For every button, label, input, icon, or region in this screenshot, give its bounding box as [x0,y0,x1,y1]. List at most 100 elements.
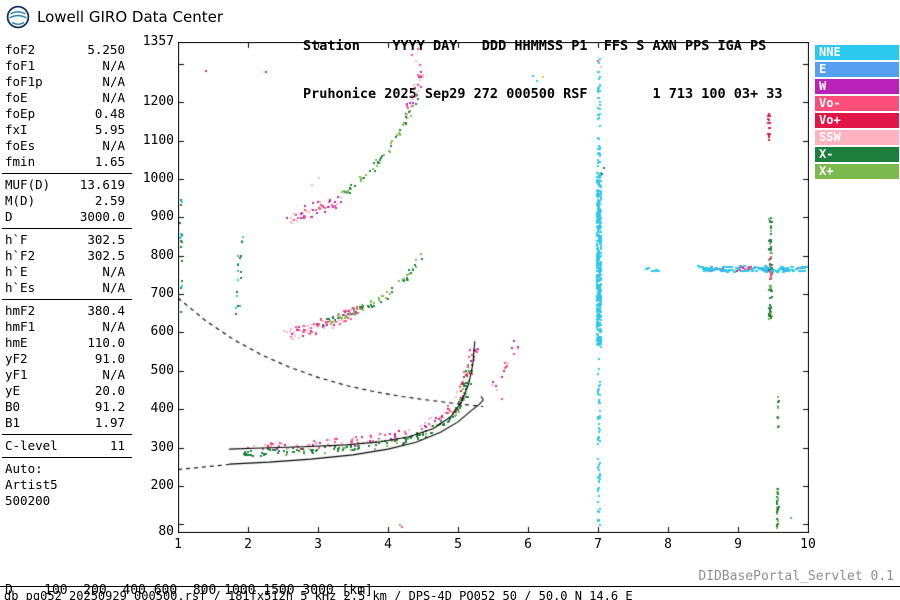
legend-item-vo: Vo- [815,96,899,111]
param-row-hmf2: hmF2 380.4 [2,303,132,319]
param-row-foep: foEp 0.48 [2,106,132,122]
param-value: 91.0 [94,351,125,366]
param-row-d: D 3000.0 [2,209,132,225]
param-value: 91.2 [94,399,125,414]
param-label: Auto: [5,461,43,476]
y-axis-tick-label: 1357 [142,34,174,49]
x-axis-tick-label: 6 [524,537,532,552]
x-axis-tick-label: 1 [174,537,182,552]
param-row-fmin: fmin 1.65 [2,154,132,170]
ionogram-plot-area [178,42,809,533]
param-row-fof1p: foF1p N/A [2,74,132,90]
param-row-fxi: fxI 5.95 [2,122,132,138]
y-axis-tick-label: 300 [150,439,174,455]
param-value: N/A [102,264,125,279]
x-axis-tick-label: 10 [800,537,816,552]
param-row-500200: 500200 [2,493,132,509]
legend-item-e: E [815,62,899,77]
param-value: N/A [102,90,125,105]
param-row-auto: Auto: [2,461,132,477]
param-value: N/A [102,74,125,89]
y-axis-tick-label: 700 [150,286,174,302]
param-row-hf2: h`F2 302.5 [2,248,132,264]
x-axis-tick-label: 8 [664,537,672,552]
param-value: 2.59 [94,193,125,208]
param-row-hme: hmE 110.0 [2,335,132,351]
param-value: 11 [109,438,125,453]
y-axis-tick-label: 1200 [142,94,174,110]
param-label: D [5,209,13,224]
param-value: N/A [102,319,125,334]
param-row-md: M(D) 2.59 [2,193,132,209]
param-label: B1 [5,415,21,430]
legend-item-vo: Vo+ [815,113,899,128]
param-label: hmF1 [5,319,36,334]
param-value: 302.5 [87,248,125,263]
x-axis-tick-label: 9 [734,537,742,552]
param-label: h`F2 [5,248,36,263]
param-row-he: h`E N/A [2,264,132,280]
param-row-clevel: C-level 11 [2,438,132,454]
giro-logo-icon [6,5,30,29]
param-separator [2,228,132,229]
param-value: 1.97 [94,415,125,430]
param-row-b0: B0 91.2 [2,399,132,415]
param-label: hmF2 [5,303,36,318]
muf-distance-table: D 100 200 400 600 800 1000 1500 3000 [km… [5,556,381,600]
footer-divider [0,586,900,587]
x-axis-tick-label: 2 [244,537,252,552]
x-axis-tick-label: 7 [594,537,602,552]
param-value: N/A [102,138,125,153]
param-label: C-level [5,438,58,453]
scaled-parameters-panel: foF2 5.250 foF1 N/A foF1p N/A foE N/A foEp 0.48 fx… [2,42,132,509]
brand-header: Lowell GIRO Data Center [6,5,223,29]
legend-item-x: X+ [815,164,899,179]
param-label: foF1p [5,74,43,89]
param-value: N/A [102,280,125,295]
param-label: M(D) [5,193,36,208]
param-label: 500200 [5,493,51,508]
x-axis-tick-label: 3 [314,537,322,552]
param-value: 110.0 [87,335,125,350]
ionogram-plot [178,42,809,533]
legend-item-x: X- [815,147,899,162]
param-value: 20.0 [94,383,125,398]
param-value: 3000.0 [79,209,125,224]
param-label: yF1 [5,367,28,382]
param-value: 302.5 [87,232,125,247]
param-label: h`Es [5,280,36,295]
param-label: hmE [5,335,28,350]
status-line: db pq052 20250929 000500.rsf / 181fx512h… [4,589,633,600]
param-separator [2,173,132,174]
servlet-version: DIDBasePortal_Servlet 0.1 [698,569,894,584]
param-label: foF2 [5,42,36,57]
y-axis-tick-label: 1100 [142,132,174,148]
brand-title: Lowell GIRO Data Center [37,8,223,26]
param-value: 5.250 [87,42,125,57]
param-value: N/A [102,367,125,382]
param-label: fxI [5,122,28,137]
param-row-b1: B1 1.97 [2,415,132,431]
param-row-fof2: foF2 5.250 [2,42,132,58]
param-value: 380.4 [87,303,125,318]
param-label: foEs [5,138,36,153]
y-axis-tick-label: 800 [150,247,174,263]
param-row-hes: h`Es N/A [2,280,132,296]
param-row-foe: foE N/A [2,90,132,106]
param-row-mufd: MUF(D) 13.619 [2,177,132,193]
param-label: fmin [5,154,36,169]
legend-item-w: W [815,79,899,94]
x-axis-tick-label: 4 [384,537,392,552]
param-row-ye: yE 20.0 [2,383,132,399]
param-row-foes: foEs N/A [2,138,132,154]
param-row-hmf1: hmF1 N/A [2,319,132,335]
param-label: h`F [5,232,28,247]
param-value: 1.65 [94,154,125,169]
x-axis-labels: 1 2 3 4 5 6 7 8 9 10 [0,537,900,553]
y-axis-tick-label: 80 [158,524,174,539]
y-axis-tick-label: 400 [150,401,174,417]
legend-item-nne: NNE [815,45,899,60]
param-label: yE [5,383,21,398]
param-separator [2,299,132,300]
